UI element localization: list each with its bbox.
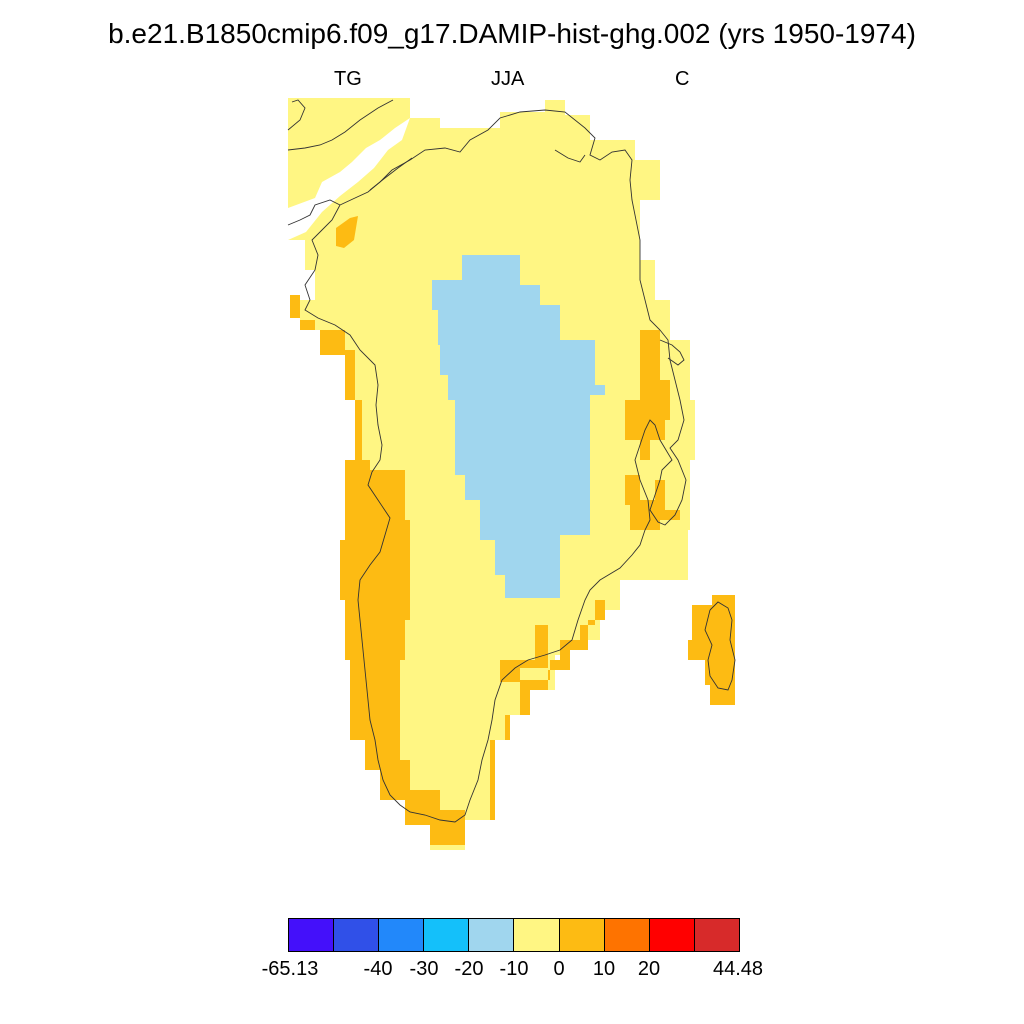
colorbar-box-2 (334, 919, 380, 951)
colorbar-label: 0 (553, 958, 565, 980)
colorbar-labels: -65.13 -40 -30 -20 -10 0 10 20 44.48 (0, 958, 1024, 988)
colorbar-box-8 (604, 919, 650, 951)
field-10-20-west (290, 295, 465, 845)
colorbar (288, 918, 740, 952)
colorbar-box-1 (289, 919, 335, 951)
field-10-20-south-b (500, 625, 548, 682)
colorbar-box-9 (649, 919, 695, 951)
coastlines (287, 99, 736, 823)
colorbar-label: -40 (363, 958, 393, 980)
colorbar-label: -20 (454, 958, 484, 980)
colorbar-box-5 (469, 919, 515, 951)
plot-title: b.e21.B1850cmip6.f09_g17.DAMIP-hist-ghg.… (108, 18, 916, 49)
colorbar-label: -10 (499, 958, 529, 980)
gap-nw (288, 118, 410, 240)
colorbar-label: 44.48 (712, 958, 764, 980)
colorbar-box-10 (694, 919, 739, 951)
colorbar-box-3 (379, 919, 425, 951)
field-10-20-south (468, 600, 605, 820)
colorbar-label: 10 (592, 958, 616, 980)
field-10-20-iceland (688, 595, 735, 705)
field-m10-0 (432, 255, 605, 598)
season-label: JJA (491, 68, 525, 90)
colorbar-box-6 (514, 919, 560, 951)
colorbar-label: -65.13 (261, 958, 319, 980)
variable-label: TG (334, 68, 362, 90)
field-10-20-nw-patch (336, 216, 358, 248)
field-10-20-east (625, 330, 670, 460)
colorbar-box-7 (559, 919, 605, 951)
units-label: C (675, 68, 690, 90)
colorbar-label: 20 (637, 958, 661, 980)
colorbar-box-4 (424, 919, 470, 951)
colorbar-label: -30 (409, 958, 439, 980)
